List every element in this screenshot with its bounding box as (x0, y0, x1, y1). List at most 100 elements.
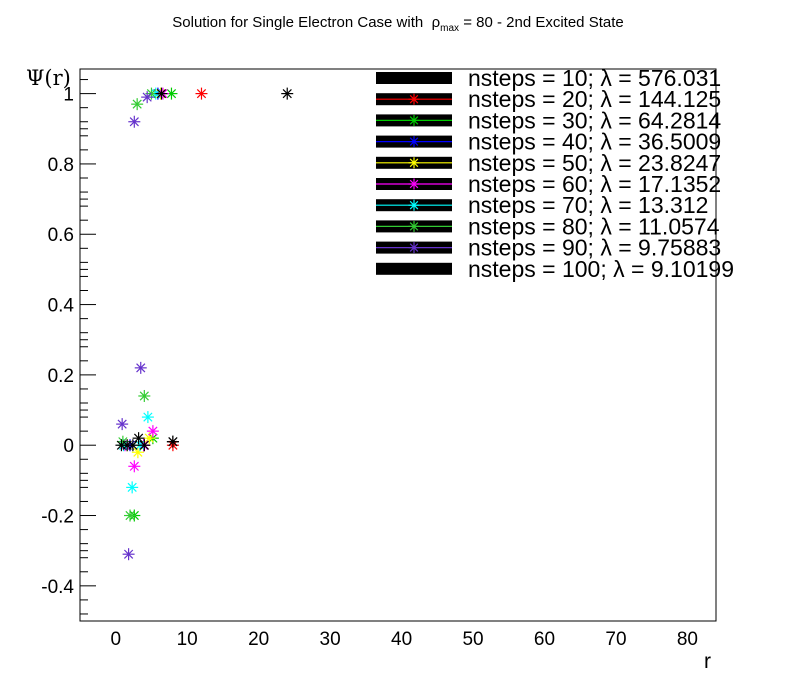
marker-stroke (142, 92, 152, 102)
marker-stroke (409, 137, 419, 146)
data-point (155, 87, 168, 100)
legend-marker (408, 242, 420, 254)
marker-stroke (129, 117, 139, 127)
data-point (128, 115, 141, 128)
marker-stroke (127, 482, 137, 493)
data-point (166, 435, 179, 448)
marker-stroke (128, 440, 138, 450)
data-point (134, 361, 147, 374)
marker-stroke (144, 433, 154, 443)
legend-item: nsteps = 50; λ = 23.8247 (376, 150, 721, 176)
marker-stroke (409, 116, 419, 125)
x-tick-label: 50 (462, 629, 483, 650)
marker-stroke (117, 419, 127, 429)
data-point (146, 425, 159, 438)
plot-frame (79, 68, 717, 622)
data-point (281, 87, 294, 100)
data-point (131, 98, 144, 111)
marker-stroke (168, 437, 178, 447)
legend-item: nsteps = 40; λ = 36.5009 (376, 129, 721, 155)
y-tick-label: 0.8 (48, 155, 74, 176)
marker-stroke (409, 222, 419, 231)
y-axis-label: Ψ(r) (26, 66, 71, 90)
series-100 (115, 87, 179, 452)
legend-marker (408, 93, 420, 105)
data-point (138, 439, 151, 452)
chart-title-prefix: Solution for Single Electron Case with (172, 14, 424, 31)
marker-stroke (125, 510, 135, 521)
legend-label: nsteps = 10; λ = 576.031 (468, 65, 721, 91)
x-axis-label: r (704, 650, 711, 673)
marker-stroke (136, 363, 146, 373)
y-tick-label: -0.2 (41, 507, 74, 528)
marker-stroke (156, 88, 167, 99)
legend-label: nsteps = 40; λ = 36.5009 (468, 129, 721, 155)
series-60 (119, 87, 169, 473)
marker-stroke (409, 264, 419, 274)
series-80 (116, 87, 158, 522)
data-point (116, 418, 129, 431)
data-point (126, 481, 139, 494)
marker-stroke (409, 179, 419, 189)
legend-marker (408, 157, 420, 169)
y-tick-label: 0.2 (48, 366, 74, 387)
legend-label: nsteps = 60; λ = 17.1352 (468, 171, 721, 197)
legend-item: nsteps = 20; λ = 144.125 (376, 86, 721, 112)
data-point (124, 509, 137, 522)
series-50 (121, 87, 167, 459)
y-tick-label: 0.4 (48, 296, 75, 317)
x-tick-label: 10 (177, 629, 198, 650)
legend-label: nsteps = 50; λ = 23.8247 (468, 150, 721, 176)
legend-marker (408, 178, 420, 190)
x-tick-label: 40 (391, 629, 412, 650)
x-tick-label: 80 (677, 629, 698, 650)
marker-stroke (133, 433, 144, 443)
legend-label: nsteps = 70; λ = 13.312 (468, 192, 708, 218)
series-20 (138, 87, 208, 452)
marker-stroke (409, 94, 419, 104)
data-point (138, 389, 151, 402)
x-tick-label: 0 (110, 629, 121, 650)
legend-item: nsteps = 60; λ = 17.1352 (376, 171, 721, 197)
data-point (195, 87, 208, 100)
x-tick-label: 20 (248, 629, 269, 650)
legend-swatch (376, 72, 452, 84)
legend-marker (408, 220, 420, 232)
data-point (126, 439, 139, 452)
legend-item: nsteps = 70; λ = 13.312 (376, 192, 708, 218)
data-point (141, 91, 154, 104)
x-tick-label: 30 (320, 629, 341, 650)
marker-stroke (123, 549, 134, 559)
chart-title-suffix: = 80 - 2nd Excited State (463, 14, 624, 31)
y-tick-label: 0.6 (48, 225, 74, 246)
legend-item: nsteps = 10; λ = 576.031 (376, 65, 721, 91)
data-point (141, 411, 154, 424)
legend-marker (408, 114, 420, 126)
chart-title: Solution for Single Electron Case with ρ… (0, 14, 796, 34)
legend-item: nsteps = 100; λ = 9.10199 (376, 256, 734, 282)
x-tick-label: 60 (534, 629, 555, 650)
marker-stroke (409, 200, 419, 210)
x-tick-label: 70 (605, 629, 626, 650)
y-tick-label: -0.4 (41, 577, 74, 598)
marker-stroke (129, 461, 139, 471)
chart-title-rho: ρ (431, 14, 441, 31)
marker-stroke (143, 412, 153, 422)
y-tick-label: 1 (63, 85, 74, 106)
legend-label: nsteps = 90; λ = 9.75883 (468, 235, 721, 261)
data-point (128, 460, 141, 473)
legend-item: nsteps = 30; λ = 64.2814 (376, 107, 721, 133)
marker-stroke (409, 243, 419, 252)
series-90 (116, 91, 154, 561)
chart-title-subscript: max (440, 23, 460, 34)
legend-label: nsteps = 30; λ = 64.2814 (468, 107, 721, 133)
marker-stroke (139, 391, 149, 401)
series-10 (166, 87, 294, 448)
data-point (132, 432, 145, 445)
legend-label: nsteps = 100; λ = 9.10199 (468, 256, 734, 282)
legend-label: nsteps = 80; λ = 11.0574 (468, 213, 720, 239)
marker-stroke (166, 88, 177, 99)
marker-stroke (409, 158, 419, 168)
